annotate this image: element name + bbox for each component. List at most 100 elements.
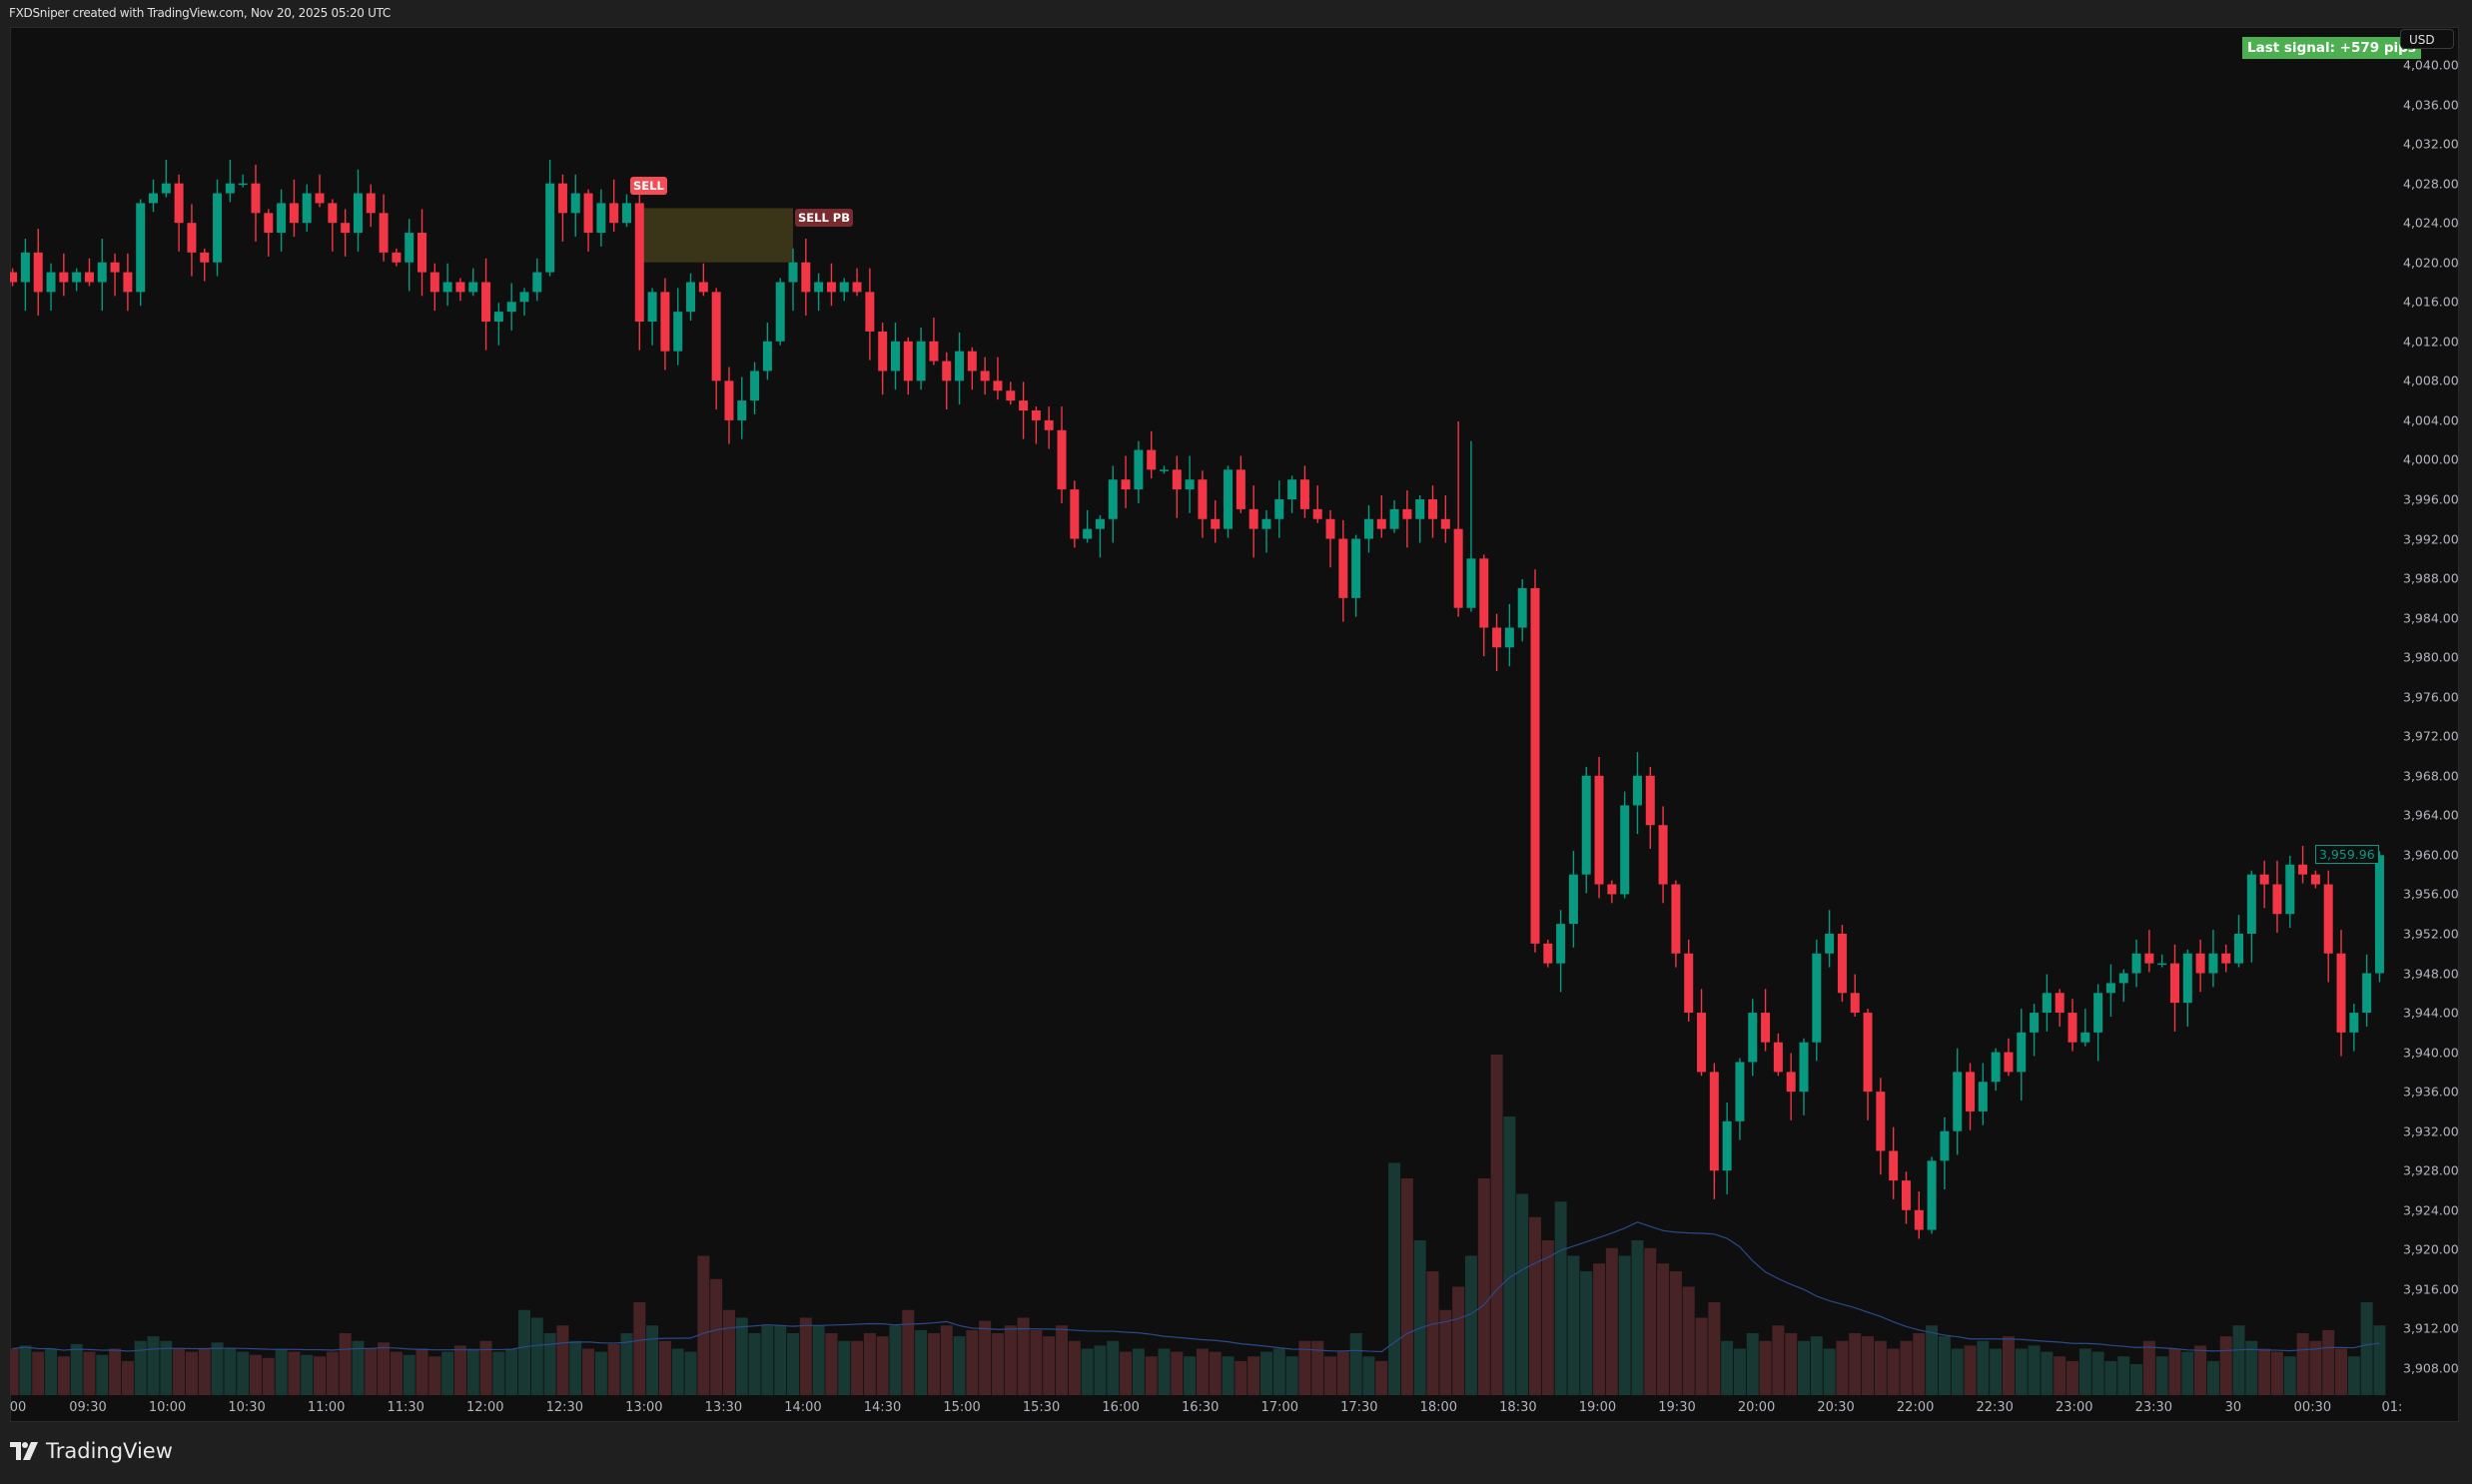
candle-body	[686, 282, 696, 313]
candle-body	[1083, 528, 1093, 539]
time-tick: 01:	[2381, 1400, 2403, 1415]
price-tick: 4,024.00	[2403, 215, 2459, 231]
volume-bar	[2322, 1329, 2335, 1395]
currency-button[interactable]: USD	[2400, 29, 2454, 49]
candle-body	[2349, 1013, 2359, 1033]
volume-bar	[1336, 1351, 1349, 1395]
candle-body	[916, 341, 926, 381]
volume-bar	[889, 1325, 902, 1395]
volume-bar	[288, 1351, 301, 1395]
candle-body	[1070, 489, 1080, 539]
candle-body	[762, 341, 772, 371]
candle-body	[493, 312, 503, 323]
volume-bar	[453, 1345, 466, 1395]
volume-bar	[1503, 1116, 1516, 1395]
volume-bar	[2347, 1356, 2360, 1395]
candle-body	[1492, 627, 1502, 648]
candle-body	[1748, 1013, 1758, 1063]
candle-body	[1517, 587, 1527, 628]
candle-body	[328, 203, 338, 224]
time-tick: 12:30	[545, 1400, 584, 1415]
candle-body	[2259, 874, 2269, 885]
time-tick: 15:30	[1022, 1400, 1061, 1415]
price-tick: 3,944.00	[2403, 1005, 2459, 1021]
candle-body	[2030, 1013, 2040, 1033]
time-tick: 22:30	[1976, 1400, 2014, 1415]
price-tick: 3,996.00	[2403, 491, 2459, 507]
time-tick: 09:30	[69, 1400, 107, 1415]
time-tick: 00	[9, 1400, 27, 1415]
volume-bar	[1056, 1325, 1069, 1395]
volume-bar	[2181, 1351, 2194, 1395]
candle-body	[890, 341, 900, 371]
candle-body	[1966, 1072, 1976, 1112]
volume-bar	[1849, 1333, 1862, 1395]
volume-bar	[1759, 1340, 1772, 1395]
volume-bar	[1746, 1333, 1759, 1395]
price-axis[interactable]: 4,040.00 4,036.00 4,032.00 4,028.00 4,024.00…	[2395, 27, 2459, 1395]
price-tick: 4,032.00	[2403, 136, 2459, 152]
candlestick-chart[interactable]	[10, 27, 2395, 1395]
volume-bar	[1798, 1340, 1810, 1395]
candle-body	[1761, 1013, 1771, 1043]
volume-bar	[147, 1336, 160, 1395]
volume-bar	[505, 1348, 518, 1395]
volume-bar	[173, 1348, 186, 1395]
candle-body	[289, 203, 299, 224]
candle-body	[1466, 558, 1476, 608]
volume-bar	[1810, 1336, 1823, 1395]
time-tick: 16:30	[1181, 1400, 1220, 1415]
candle-body	[2195, 953, 2205, 974]
candle-body	[110, 262, 120, 273]
time-tick: 13:30	[704, 1400, 743, 1415]
candle-body	[123, 272, 133, 293]
candle-body	[1876, 1092, 1886, 1151]
time-tick: 14:00	[784, 1400, 822, 1415]
volume-bar	[1004, 1325, 1017, 1395]
candle-body	[251, 183, 261, 214]
volume-bar	[530, 1317, 543, 1395]
volume-bar	[991, 1333, 1004, 1395]
volume-bar	[2206, 1360, 2219, 1395]
sell-pullback-marker: SELL PB	[795, 209, 853, 227]
price-tick: 3,928.00	[2403, 1162, 2459, 1178]
volume-bar	[1145, 1356, 1158, 1395]
volume-bar	[722, 1309, 735, 1395]
volume-bar	[1669, 1271, 1682, 1395]
volume-bar	[2245, 1340, 2258, 1395]
price-tick: 4,036.00	[2403, 97, 2459, 113]
volume-bar	[915, 1329, 928, 1395]
candle-body	[442, 282, 452, 293]
tradingview-logo[interactable]: TradingView	[10, 1439, 173, 1463]
volume-bar	[748, 1333, 761, 1395]
price-tick: 4,016.00	[2403, 294, 2459, 310]
candle-body	[737, 400, 747, 420]
candle-body	[903, 341, 913, 381]
price-tick: 3,964.00	[2403, 807, 2459, 823]
volume-bar	[1708, 1302, 1721, 1395]
candle-body	[2336, 953, 2346, 1033]
volume-bar	[1605, 1247, 1618, 1395]
volume-bar	[1567, 1255, 1580, 1395]
volume-bar	[1951, 1348, 1964, 1395]
time-tick: 11:30	[387, 1400, 424, 1415]
time-tick: 16:00	[1102, 1400, 1140, 1415]
candle-body	[455, 282, 465, 293]
volume-bar	[1247, 1356, 1260, 1395]
time-axis[interactable]: 00 09:30 10:00 10:30 11:00 11:30 12:00 12:30 13:…	[9, 1395, 2403, 1419]
candle-body	[315, 193, 325, 204]
sell-signal-marker: SELL	[630, 177, 667, 195]
top-bar: FXDSniper created with TradingView.com, …	[0, 0, 2472, 27]
candle-body	[814, 282, 824, 293]
volume-bar	[851, 1340, 864, 1395]
candle-body	[698, 282, 708, 293]
candle-body	[405, 233, 414, 263]
brand-name: TradingView	[46, 1439, 173, 1463]
volume-bar	[1541, 1240, 1554, 1395]
candle-body	[2208, 953, 2218, 974]
volume-bar	[902, 1309, 915, 1395]
volume-bar	[518, 1309, 530, 1395]
candle-body	[1236, 469, 1245, 509]
volume-bar	[1400, 1178, 1413, 1395]
volume-ma-line	[12, 1221, 2380, 1353]
